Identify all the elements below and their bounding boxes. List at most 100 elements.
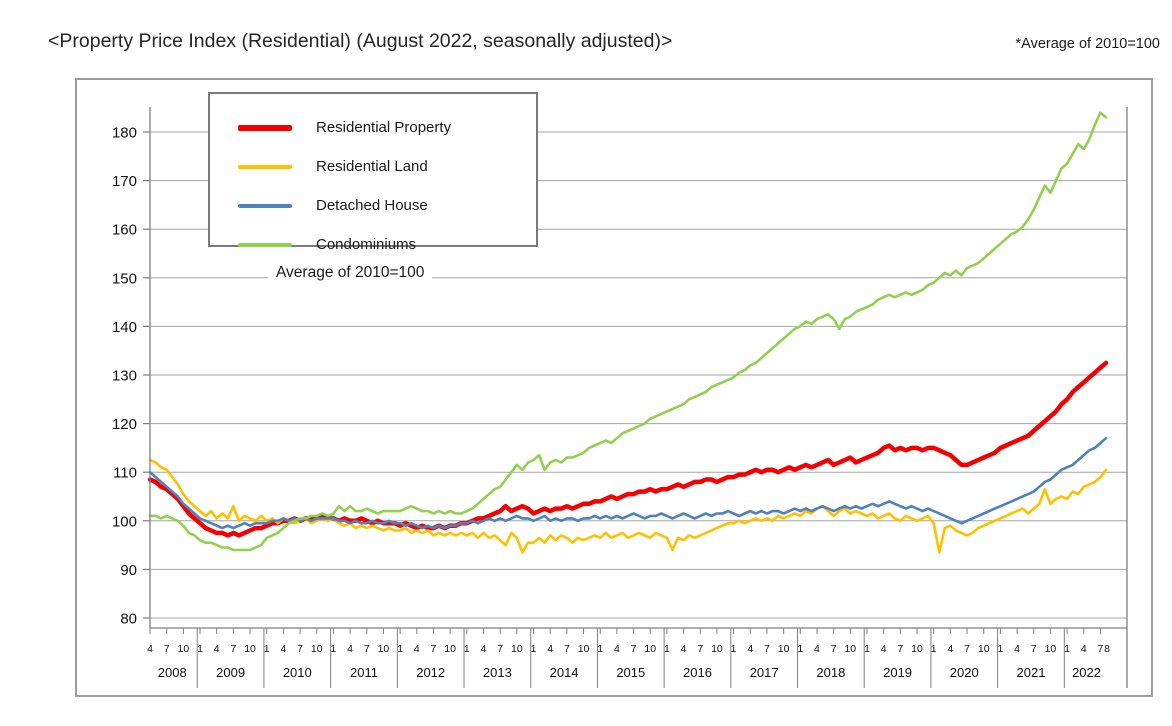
- svg-text:1: 1: [864, 643, 870, 655]
- svg-text:1: 1: [797, 643, 803, 655]
- index-base-note: *Average of 2010=100: [1015, 36, 1160, 52]
- svg-text:1: 1: [464, 643, 470, 655]
- legend-item-residential-land: Residential Land: [210, 147, 536, 186]
- detached-house-line-swatch: [238, 203, 292, 208]
- svg-text:2015: 2015: [616, 665, 645, 680]
- x-month-labels: 4 7 10 1 4 7 10 1 4 7 10 1 4 7 10 1 4 7 10 1 4 7 10 1 4 7 10 1 4 7 10 1…: [147, 643, 1110, 655]
- svg-text:10: 10: [644, 643, 656, 655]
- svg-text:10: 10: [911, 643, 923, 655]
- legend-label: Residential Land: [316, 158, 428, 175]
- svg-text:1: 1: [264, 643, 270, 655]
- svg-text:10: 10: [1045, 643, 1057, 655]
- year-separators: [149, 628, 1101, 688]
- svg-text:7: 7: [764, 643, 770, 655]
- legend-item-residential-property: Residential Property: [210, 108, 536, 147]
- svg-text:2019: 2019: [883, 665, 912, 680]
- base-year-annotation: Average of 2010=100: [268, 264, 433, 282]
- svg-text:2018: 2018: [816, 665, 845, 680]
- svg-text:10: 10: [844, 643, 856, 655]
- svg-text:170: 170: [112, 173, 137, 190]
- svg-text:80: 80: [120, 611, 137, 628]
- svg-text:4: 4: [1014, 643, 1020, 655]
- svg-text:1: 1: [664, 643, 670, 655]
- svg-text:10: 10: [444, 643, 456, 655]
- svg-text:7: 7: [497, 643, 503, 655]
- svg-text:2022: 2022: [1072, 665, 1101, 680]
- svg-text:2017: 2017: [750, 665, 779, 680]
- axes: [149, 107, 1128, 688]
- svg-text:10: 10: [578, 643, 590, 655]
- svg-text:4: 4: [547, 643, 553, 655]
- svg-text:1: 1: [330, 643, 336, 655]
- svg-text:7: 7: [697, 643, 703, 655]
- svg-text:100: 100: [112, 513, 137, 530]
- svg-text:160: 160: [112, 222, 137, 239]
- svg-text:7: 7: [230, 643, 236, 655]
- svg-text:4: 4: [214, 643, 220, 655]
- svg-text:180: 180: [112, 125, 137, 142]
- svg-text:4: 4: [414, 643, 420, 655]
- svg-text:7: 7: [364, 643, 370, 655]
- svg-text:120: 120: [112, 416, 137, 433]
- series-detached-house: [148, 436, 1108, 530]
- svg-text:7: 7: [897, 643, 903, 655]
- svg-text:10: 10: [178, 643, 190, 655]
- svg-text:4: 4: [881, 643, 887, 655]
- svg-text:4: 4: [614, 643, 620, 655]
- svg-text:4: 4: [681, 643, 687, 655]
- svg-text:4: 4: [947, 643, 953, 655]
- series-residential-land: [148, 458, 1108, 554]
- svg-text:7: 7: [564, 643, 570, 655]
- svg-text:150: 150: [112, 270, 137, 287]
- svg-text:7: 7: [964, 643, 970, 655]
- x-year-labels: 2008 2009 2010 2011 2012 2013 2014 2015 2016 2017…: [158, 665, 1101, 680]
- series-residential-property: [147, 360, 1109, 538]
- svg-text:2011: 2011: [350, 665, 378, 680]
- svg-text:2012: 2012: [416, 665, 445, 680]
- svg-text:4: 4: [147, 643, 153, 655]
- svg-text:1: 1: [597, 643, 603, 655]
- residential-land-line-swatch: [238, 164, 292, 169]
- svg-text:130: 130: [112, 368, 137, 385]
- svg-text:2021: 2021: [1017, 665, 1046, 680]
- svg-text:7: 7: [631, 643, 637, 655]
- y-axis-labels: 80 90 100 110 120 130 140 150 160 170 180: [112, 125, 137, 628]
- svg-text:7: 7: [431, 643, 437, 655]
- svg-text:4: 4: [747, 643, 753, 655]
- svg-text:10: 10: [778, 643, 790, 655]
- svg-text:7: 7: [297, 643, 303, 655]
- svg-text:7: 7: [164, 643, 170, 655]
- svg-text:1: 1: [531, 643, 537, 655]
- svg-text:140: 140: [112, 319, 137, 336]
- svg-text:7: 7: [1098, 643, 1104, 655]
- svg-text:1: 1: [397, 643, 403, 655]
- svg-text:8: 8: [1104, 643, 1110, 655]
- svg-text:10: 10: [978, 643, 990, 655]
- svg-text:4: 4: [814, 643, 820, 655]
- chart-legend: Residential Property Residential Land De…: [208, 92, 538, 253]
- svg-text:1: 1: [1064, 643, 1070, 655]
- residential-property-line-swatch: [238, 124, 292, 131]
- legend-label: Residential Property: [316, 119, 452, 136]
- legend-item-detached-house: Detached House: [210, 186, 536, 225]
- condominiums-line-swatch: [238, 242, 292, 247]
- svg-text:1: 1: [997, 643, 1003, 655]
- svg-text:1: 1: [731, 643, 737, 655]
- svg-text:2013: 2013: [483, 665, 512, 680]
- legend-item-condominiums: Condominiums: [210, 225, 536, 264]
- svg-text:7: 7: [1031, 643, 1037, 655]
- svg-text:10: 10: [711, 643, 723, 655]
- svg-text:2008: 2008: [158, 665, 187, 680]
- svg-text:2016: 2016: [683, 665, 712, 680]
- svg-text:10: 10: [244, 643, 256, 655]
- svg-text:4: 4: [1081, 643, 1087, 655]
- svg-text:10: 10: [378, 643, 390, 655]
- svg-text:110: 110: [113, 465, 137, 482]
- svg-text:10: 10: [311, 643, 323, 655]
- svg-text:2010: 2010: [283, 665, 312, 680]
- svg-text:1: 1: [931, 643, 937, 655]
- svg-text:4: 4: [347, 643, 353, 655]
- svg-text:7: 7: [831, 643, 837, 655]
- legend-label: Detached House: [316, 197, 428, 214]
